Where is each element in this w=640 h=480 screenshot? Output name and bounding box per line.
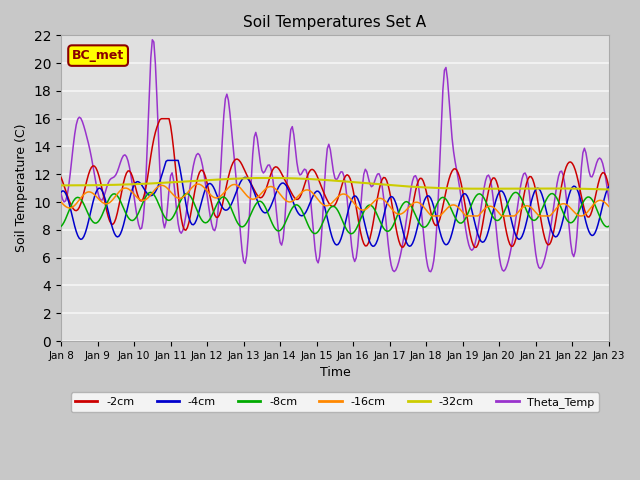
Y-axis label: Soil Temperature (C): Soil Temperature (C): [15, 124, 28, 252]
Legend: -2cm, -4cm, -8cm, -16cm, -32cm, Theta_Temp: -2cm, -4cm, -8cm, -16cm, -32cm, Theta_Te…: [70, 393, 599, 412]
Text: BC_met: BC_met: [72, 49, 124, 62]
X-axis label: Time: Time: [319, 366, 350, 379]
Title: Soil Temperatures Set A: Soil Temperatures Set A: [243, 15, 426, 30]
